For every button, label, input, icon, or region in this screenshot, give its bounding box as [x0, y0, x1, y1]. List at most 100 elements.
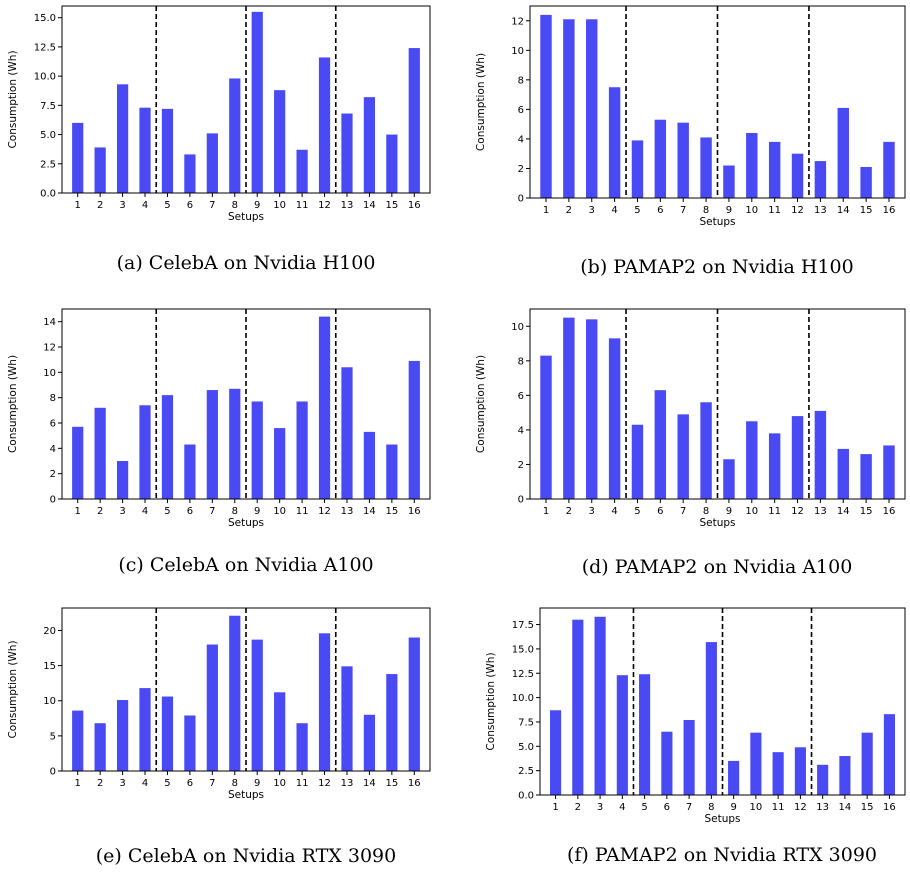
x-tick-label: 2	[566, 205, 572, 216]
x-tick-label: 5	[634, 506, 640, 517]
bar-14	[363, 97, 376, 193]
bar-4	[608, 87, 621, 198]
x-tick-label: 4	[142, 506, 148, 517]
bar-4	[616, 675, 628, 795]
bar-9	[251, 401, 263, 499]
x-axis-label: Setups	[704, 813, 740, 825]
bar-11	[296, 149, 308, 193]
bar-14	[837, 107, 849, 198]
y-tick-label: 2	[50, 469, 56, 480]
bar-10	[274, 90, 286, 193]
x-tick-label: 8	[232, 778, 238, 789]
x-tick-label: 9	[726, 506, 732, 517]
y-tick-label: 4	[518, 134, 524, 145]
panel-caption: (c) CelebA on Nvidia A100	[118, 554, 373, 576]
y-tick-label: 0	[518, 194, 524, 205]
bar-15	[860, 166, 872, 198]
axes-frame	[529, 5, 906, 199]
x-tick-label: 7	[209, 778, 215, 789]
x-tick-label: 3	[597, 802, 603, 813]
bar-4	[139, 688, 151, 771]
bar-2	[94, 147, 106, 193]
bar-13	[817, 764, 829, 795]
x-tick-label: 14	[363, 778, 376, 789]
bar-14	[839, 756, 851, 795]
x-tick-label: 16	[883, 205, 896, 216]
bar-11	[768, 433, 781, 499]
y-tick-label: 10.0	[34, 72, 56, 83]
y-tick-label: 12.5	[512, 669, 534, 680]
bar-10	[274, 692, 286, 771]
x-tick-label: 3	[119, 778, 125, 789]
x-tick-label: 4	[611, 205, 617, 216]
x-tick-label: 2	[97, 506, 103, 517]
y-axis-label: Consumption (Wh)	[7, 355, 19, 453]
bar-1	[550, 710, 562, 795]
y-tick-label: 17.5	[512, 620, 534, 631]
x-tick-label: 2	[575, 802, 581, 813]
bar-4	[608, 338, 621, 499]
y-tick-label: 8	[518, 356, 524, 367]
y-tick-label: 8	[518, 75, 524, 86]
y-axis-label: Consumption (Wh)	[475, 53, 487, 151]
bar-5	[161, 395, 174, 499]
bar-8	[700, 137, 712, 198]
x-tick-label: 14	[363, 200, 376, 211]
x-tick-label: 13	[814, 506, 827, 517]
y-tick-label: 0.0	[40, 189, 56, 200]
axes-frame	[61, 607, 431, 772]
bar-16	[408, 637, 420, 771]
x-tick-label: 9	[726, 205, 732, 216]
y-tick-label: 12	[511, 16, 524, 27]
bar-8	[705, 642, 717, 795]
x-tick-label: 2	[566, 506, 572, 517]
bar-3	[116, 84, 129, 193]
bar-15	[386, 444, 398, 499]
x-tick-label: 1	[543, 506, 549, 517]
x-tick-label: 3	[589, 506, 595, 517]
bar-13	[341, 367, 353, 499]
x-tick-label: 6	[187, 506, 193, 517]
bar-6	[661, 731, 673, 795]
bar-5	[161, 696, 174, 771]
y-tick-label: 15.0	[34, 13, 56, 24]
bar-6	[654, 390, 667, 499]
x-tick-label: 9	[254, 506, 260, 517]
x-tick-label: 16	[408, 778, 421, 789]
bar-7	[206, 644, 218, 771]
y-tick-label: 5.0	[518, 742, 534, 753]
x-tick-label: 8	[703, 506, 709, 517]
bar-8	[229, 388, 241, 499]
y-axis-label: Consumption (Wh)	[7, 640, 19, 738]
x-tick-label: 6	[187, 778, 193, 789]
x-tick-label: 8	[708, 802, 714, 813]
bar-12	[318, 57, 331, 194]
bar-12	[318, 316, 331, 499]
bar-7	[206, 390, 218, 499]
bar-6	[184, 715, 196, 771]
x-tick-label: 8	[232, 200, 238, 211]
x-tick-label: 7	[680, 205, 686, 216]
bar-10	[750, 732, 762, 795]
bar-11	[296, 401, 308, 499]
x-tick-label: 11	[296, 778, 309, 789]
bar-6	[184, 154, 196, 193]
bar-7	[677, 414, 689, 499]
bar-3	[586, 19, 598, 198]
x-tick-label: 14	[837, 205, 850, 216]
bar-13	[814, 161, 827, 198]
bar-1	[72, 710, 84, 771]
bar-14	[363, 714, 376, 771]
x-tick-label: 3	[589, 205, 595, 216]
y-tick-label: 8	[50, 393, 56, 404]
bar-9	[723, 165, 735, 198]
y-tick-label: 2.5	[518, 766, 534, 777]
panel-caption: (d) PAMAP2 on Nvidia A100	[582, 556, 853, 578]
x-tick-label: 12	[318, 778, 331, 789]
x-tick-label: 5	[164, 506, 170, 517]
bar-9	[728, 760, 740, 795]
y-tick-label: 7.5	[40, 101, 56, 112]
